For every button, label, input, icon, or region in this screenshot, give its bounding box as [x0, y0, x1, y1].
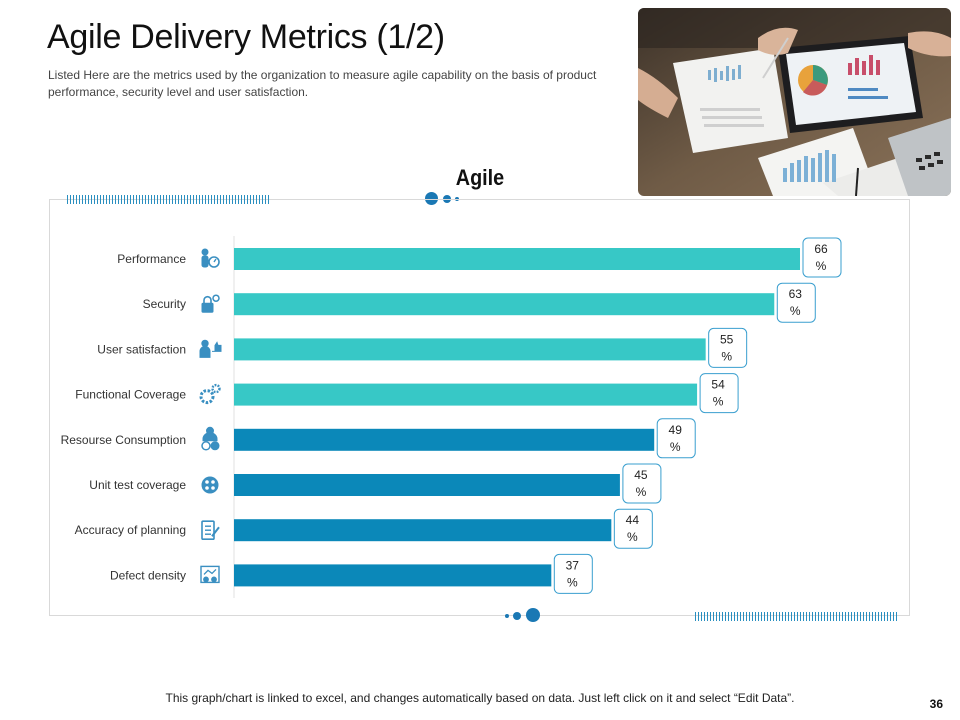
data-label-box-6	[613, 508, 653, 549]
bar-6	[234, 519, 612, 542]
decor-dot-large-top	[425, 192, 438, 205]
data-label-suffix-5: %	[636, 485, 647, 499]
bar-4	[234, 428, 655, 451]
data-label-value-0: 66	[814, 242, 828, 256]
office-photo-illustration	[638, 8, 951, 196]
user-satisfaction-icon	[199, 339, 222, 358]
data-label-box-1	[776, 282, 816, 323]
chart-title: Agile	[455, 165, 505, 190]
data-label-value-4: 49	[669, 423, 683, 437]
resource-consumption-icon	[201, 426, 220, 451]
page-subtitle: Listed Here are the metrics used by the …	[48, 68, 597, 99]
defect-density-icon	[200, 565, 220, 584]
data-label-box-4	[656, 418, 696, 459]
data-label-suffix-4: %	[670, 440, 681, 454]
decor-hatch-bottom	[695, 612, 898, 621]
decor-dot-large-bottom	[526, 608, 540, 622]
category-label-1: Security	[143, 297, 186, 311]
data-label-value-1: 63	[789, 287, 803, 301]
data-label-value-6: 44	[626, 513, 640, 527]
bar-7	[234, 564, 552, 587]
data-label-box-7	[553, 553, 593, 594]
data-label-value-2: 55	[720, 332, 734, 346]
decor-hatch-top	[67, 195, 270, 204]
security-icon	[201, 294, 220, 313]
data-label-value-7: 37	[566, 558, 580, 572]
data-label-suffix-0: %	[816, 259, 827, 273]
bar-0	[234, 248, 800, 270]
data-label-value-5: 45	[634, 468, 648, 482]
data-label-box-2	[708, 327, 748, 368]
data-label-box-3	[699, 373, 739, 414]
category-label-6: Accuracy of planning	[75, 523, 186, 537]
bar-2	[234, 338, 706, 361]
unit-test-icon	[201, 476, 219, 494]
data-label-suffix-2: %	[721, 349, 732, 363]
category-label-7: Defect density	[110, 568, 186, 582]
bar-5	[234, 474, 620, 496]
chart-frame	[49, 199, 910, 616]
page-number: 36	[929, 697, 943, 711]
category-label-4: Resourse Consumption	[61, 433, 186, 447]
category-label-3: Functional Coverage	[75, 388, 186, 402]
functional-coverage-icon	[199, 383, 221, 405]
category-label-0: Performance	[117, 252, 186, 266]
decor-dot-small-bottom	[505, 614, 509, 618]
bar-1	[234, 293, 775, 316]
data-label-box-0	[802, 237, 842, 278]
data-label-suffix-7: %	[567, 575, 578, 589]
category-label-5: Unit test coverage	[89, 478, 186, 492]
bar-3	[234, 383, 698, 406]
category-label-2: User satisfaction	[97, 342, 186, 356]
header-photo	[638, 8, 951, 196]
data-label-suffix-1: %	[790, 304, 801, 318]
page-title: Agile Delivery Metrics (1/2)	[47, 18, 445, 56]
data-label-box-5	[622, 463, 662, 504]
data-label-suffix-6: %	[627, 530, 638, 544]
planning-icon	[201, 520, 220, 541]
data-label-suffix-3: %	[713, 395, 724, 409]
data-label-value-3: 54	[711, 378, 725, 392]
performance-icon	[201, 248, 220, 268]
decor-dot-medium-bottom	[513, 612, 521, 620]
footer-note: This graph/chart is linked to excel, and…	[165, 691, 795, 705]
